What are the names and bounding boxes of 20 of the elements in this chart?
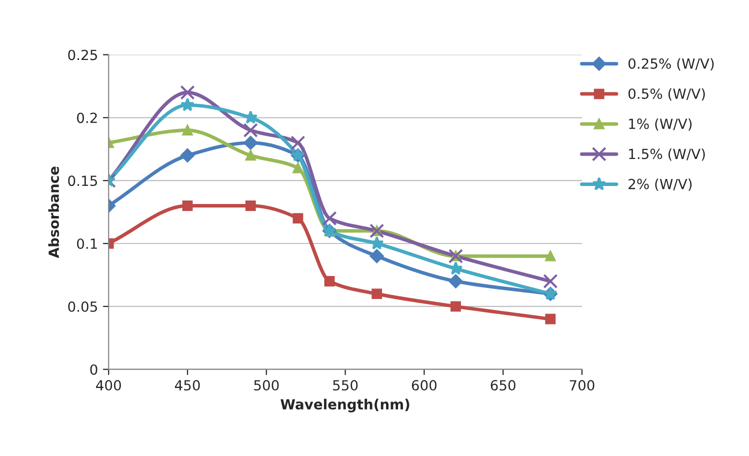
y-tick-label: 0 (90, 364, 98, 375)
y-tick-label: 0.1 (77, 238, 97, 249)
legend-label: 0.25% (W/V) (628, 58, 714, 70)
y-tick-label: 0.25 (68, 50, 97, 60)
x-tick-label: 400 (96, 380, 121, 391)
x-tick-label: 700 (570, 380, 594, 391)
y-tick-label: 0.15 (68, 176, 97, 186)
x-tick-label: 650 (490, 380, 516, 391)
y-tick-label: 0.05 (68, 301, 97, 312)
y-axis-title: Absorbance (48, 166, 60, 258)
legend-label: 1.5% (W/V) (629, 148, 705, 161)
x-tick-label: 600 (412, 380, 437, 391)
y-tick-label: 0.2 (77, 112, 97, 124)
legend-label: 2% (W/V) (628, 178, 692, 191)
x-axis-title: Wavelength(nm) (280, 398, 410, 412)
x-tick-label: 450 (174, 380, 200, 391)
legend-label: 0.5% (W/V) (628, 88, 705, 101)
legend-label: 1% (W/V) (629, 118, 692, 131)
x-tick-label: 500 (254, 380, 279, 391)
x-tick-label: 550 (333, 380, 358, 391)
